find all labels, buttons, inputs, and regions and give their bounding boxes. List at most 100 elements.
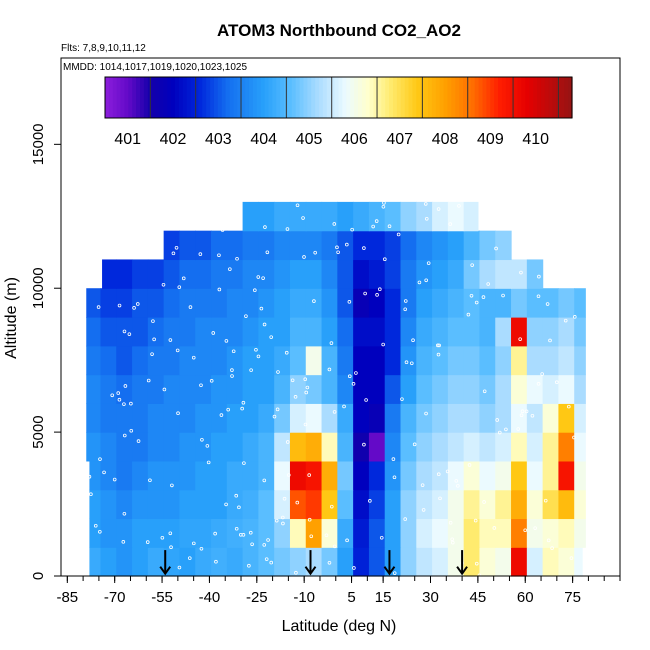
colorbar-swatch xyxy=(143,77,149,118)
heatmap-cell xyxy=(511,489,528,520)
heatmap-cell xyxy=(195,460,212,491)
colorbar-swatches xyxy=(104,76,573,119)
colorbar-swatch xyxy=(439,77,445,118)
sample-point xyxy=(387,224,392,229)
heatmap-cell xyxy=(574,403,586,433)
heatmap-cell xyxy=(416,201,433,232)
colorbar-swatch xyxy=(334,77,340,118)
heatmap-cell xyxy=(337,345,354,376)
colorbar-swatch xyxy=(513,77,519,118)
colorbar-swatch xyxy=(486,77,491,118)
heatmap-cell xyxy=(147,345,165,376)
sample-point xyxy=(110,393,115,398)
heatmap-cell xyxy=(289,288,307,318)
sample-point xyxy=(160,535,165,540)
heatmap-cell xyxy=(116,489,133,520)
heatmap-cell xyxy=(558,460,575,491)
colorbar-swatch xyxy=(112,77,118,118)
heatmap-cell xyxy=(384,317,402,347)
sample-point xyxy=(276,370,280,374)
colorbar-label: 407 xyxy=(386,131,413,148)
heatmap-cell xyxy=(274,518,291,548)
sample-point xyxy=(247,563,251,568)
colorbar-swatch xyxy=(505,77,511,118)
heatmap-cell xyxy=(163,259,181,289)
heatmap-cell xyxy=(226,460,244,491)
sample-point xyxy=(383,257,387,262)
heatmap-cell xyxy=(447,432,465,462)
heatmap-cell xyxy=(258,345,275,376)
sample-point xyxy=(536,294,541,299)
heatmap-cell xyxy=(447,460,465,491)
heatmap-cell xyxy=(479,288,496,318)
y-tick-label: 0 xyxy=(30,572,47,580)
colorbar-swatch xyxy=(536,77,542,118)
heatmap-cell xyxy=(495,432,512,462)
heatmap-cell xyxy=(274,288,291,318)
y-axis: 0 5000 10000 15000 xyxy=(30,123,61,580)
sample-point xyxy=(93,523,98,528)
sample-point xyxy=(392,571,397,575)
colorbar-swatch xyxy=(529,77,534,118)
heatmap-cell xyxy=(368,518,386,548)
sample-point xyxy=(363,291,367,296)
sample-point xyxy=(572,435,576,440)
sample-point xyxy=(217,253,221,258)
heatmap-cell xyxy=(542,288,560,318)
sample-point xyxy=(379,535,384,540)
heatmap-cell xyxy=(353,460,370,491)
heatmap-cell xyxy=(416,403,433,433)
sample-point xyxy=(329,504,334,509)
sample-point xyxy=(520,409,525,414)
colorbar-swatch xyxy=(501,77,507,118)
sample-point xyxy=(254,347,258,352)
heatmap-cell xyxy=(116,460,133,491)
heatmap-cell xyxy=(211,547,228,577)
colorbar-swatch xyxy=(105,77,110,118)
sample-point xyxy=(290,378,295,383)
heatmap-cell xyxy=(132,403,149,433)
heatmap-cell xyxy=(353,432,370,462)
heatmap-cell xyxy=(274,374,291,404)
heatmap-cell xyxy=(432,374,449,404)
colorbar-swatch xyxy=(307,77,312,118)
colorbar-swatch xyxy=(377,77,382,118)
heatmap-cell xyxy=(400,230,417,261)
heatmap-cell xyxy=(511,317,528,347)
colorbar-swatch xyxy=(163,77,168,118)
arrow-head xyxy=(159,566,172,576)
heatmap-cell xyxy=(384,288,402,318)
x-tick-label: 30 xyxy=(422,589,439,606)
sample-point xyxy=(127,332,132,336)
heatmap-cell xyxy=(416,374,433,404)
sample-point xyxy=(123,384,128,388)
colorbar-swatch xyxy=(478,77,484,118)
heatmap-cell xyxy=(400,345,417,376)
heatmap-cell xyxy=(242,547,259,577)
colorbar-swatch xyxy=(140,77,145,118)
sample-point xyxy=(548,338,552,343)
heatmap-cell xyxy=(353,201,370,232)
heatmap-cell xyxy=(321,460,338,491)
heatmap-cell xyxy=(305,259,323,289)
sample-point xyxy=(249,368,253,372)
arrow-head xyxy=(304,566,317,576)
colorbar-frame xyxy=(104,76,573,119)
heatmap-cell xyxy=(479,489,496,520)
sample-point xyxy=(312,299,316,303)
sample-point xyxy=(354,371,358,375)
colorbar-swatch xyxy=(498,77,503,118)
sample-point xyxy=(295,203,300,208)
sample-point xyxy=(554,380,559,385)
sample-point xyxy=(262,322,267,327)
x-tick-label: 5 xyxy=(347,589,355,606)
chart-title: ATOM3 Northbound CO2_AO2 xyxy=(217,21,461,40)
sample-point xyxy=(438,496,442,501)
sample-point xyxy=(198,252,203,256)
heatmap-cell xyxy=(305,460,323,491)
sample-point xyxy=(250,542,254,547)
sample-point xyxy=(234,526,239,531)
heatmap-cell xyxy=(511,432,528,462)
heatmap-cell xyxy=(526,432,544,462)
